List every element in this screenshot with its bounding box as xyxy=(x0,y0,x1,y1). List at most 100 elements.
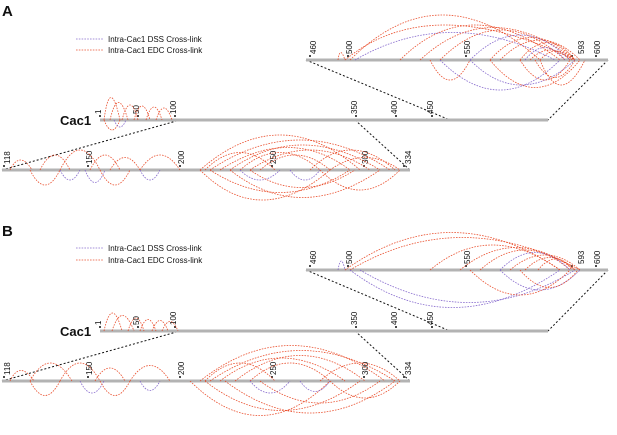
panel-a: A Intra-Cac1 DSS Cross-link Intra-Cac1 E… xyxy=(1,3,609,201)
tick-mark xyxy=(347,265,349,267)
edc-crosslink-arc xyxy=(209,350,396,382)
edc-crosslink-arc xyxy=(534,59,576,78)
edc-crosslink-arc xyxy=(9,159,33,171)
edc-crosslink-arc xyxy=(103,312,123,332)
edc-crosslink-arc xyxy=(239,152,321,171)
tick-mark xyxy=(431,326,433,328)
edc-crosslink-arc xyxy=(234,355,366,382)
tick-mark xyxy=(403,165,405,167)
edc-crosslink-arc xyxy=(539,50,573,61)
edc-crosslink-arc xyxy=(29,362,73,382)
tick-label: 593 xyxy=(577,250,586,264)
dss-crosslink-arc xyxy=(59,169,81,181)
tick-mark xyxy=(363,376,365,378)
edc-crosslink-arc xyxy=(103,97,121,121)
dss-crosslink-arc xyxy=(113,119,127,128)
tick-label: 334 xyxy=(404,150,413,164)
tick-mark xyxy=(355,326,357,328)
tick-label: 350 xyxy=(350,311,359,325)
tick-label: 600 xyxy=(593,40,602,54)
edc-crosslink-arc xyxy=(204,152,276,171)
edc-crosslink-arc xyxy=(229,144,381,171)
edc-crosslink-arc xyxy=(429,244,561,271)
tick-label: 334 xyxy=(404,361,413,375)
edc-crosslink-arc xyxy=(94,367,126,382)
tick-mark xyxy=(99,326,101,328)
tick-label: 400 xyxy=(390,100,399,114)
edc-crosslink-arc xyxy=(204,380,361,411)
crosslink-arcs xyxy=(9,14,586,201)
edc-crosslink-arc xyxy=(537,258,573,271)
edc-crosslink-arc xyxy=(344,24,576,61)
tick-label: 150 xyxy=(85,150,94,164)
edc-crosslink-arc xyxy=(439,29,566,61)
edc-crosslink-arc xyxy=(155,107,173,121)
edc-crosslink-arc xyxy=(524,257,576,271)
edc-crosslink-arc xyxy=(499,39,581,61)
dss-crosslink-arc xyxy=(469,59,576,86)
right-ticks: 460 500 550 593 600 xyxy=(309,40,602,57)
edc-crosslink-arc xyxy=(329,380,401,399)
dss-crosslink-arc xyxy=(354,32,556,61)
tick-label: 350 xyxy=(350,100,359,114)
dss-crosslink-arc xyxy=(299,380,331,392)
edc-crosslink-arc xyxy=(145,106,163,121)
dss-crosslink-arc xyxy=(139,169,161,181)
edc-crosslink-arc xyxy=(349,14,541,61)
tick-label: 300 xyxy=(361,150,370,164)
tick-label: 100 xyxy=(169,311,178,325)
edc-crosslink-arc xyxy=(337,52,346,61)
edc-crosslink-arc xyxy=(419,27,576,61)
edc-crosslink-arc xyxy=(249,362,331,382)
edc-crosslink-arc xyxy=(99,169,131,186)
dss-crosslink-arc xyxy=(359,269,576,303)
tick-mark xyxy=(99,115,101,117)
edc-crosslink-arc xyxy=(121,104,139,121)
main-ticks: 1 50 100 350 400 450 xyxy=(94,100,435,117)
edc-crosslink-arc xyxy=(111,315,135,332)
edc-legend-label: Intra-Cac1 EDC Cross-link xyxy=(108,46,203,55)
tick-label: 250 xyxy=(269,361,278,375)
edc-crosslink-arc xyxy=(509,254,581,271)
edc-crosslink-arc xyxy=(199,345,386,382)
panel-letter: B xyxy=(2,223,13,240)
dss-crosslink-arc xyxy=(499,252,571,271)
tick-label: 1 xyxy=(94,320,103,325)
zoom-guide xyxy=(354,330,411,382)
protein-label: Cac1 xyxy=(60,113,91,128)
tick-label: 118 xyxy=(3,362,12,375)
edc-crosslink-arc xyxy=(219,147,351,171)
tick-mark xyxy=(403,376,405,378)
edc-crosslink-arc xyxy=(109,157,141,171)
tick-mark xyxy=(174,115,176,117)
edc-crosslink-arc xyxy=(99,380,131,396)
edc-crosslink-arc xyxy=(479,249,571,271)
tick-label: 500 xyxy=(345,40,354,54)
dss-crosslink-arc xyxy=(239,169,281,181)
tick-mark xyxy=(137,115,139,117)
edc-crosslink-arc xyxy=(519,269,579,288)
tick-mark xyxy=(309,55,311,57)
edc-crosslink-arc xyxy=(429,59,471,81)
dss-crosslink-arc xyxy=(139,380,161,391)
edc-crosslink-arc xyxy=(519,42,576,61)
edc-crosslink-arc xyxy=(489,59,581,88)
tick-mark xyxy=(309,265,311,267)
tick-label: 50 xyxy=(132,105,141,114)
edc-crosslink-arc xyxy=(349,237,581,271)
edc-crosslink-arc xyxy=(259,154,331,171)
crosslink-arcs xyxy=(9,232,581,416)
tick-label: 300 xyxy=(361,361,370,375)
zoom-guide xyxy=(354,119,411,171)
tick-mark xyxy=(179,165,181,167)
tick-mark xyxy=(347,55,349,57)
dss-crosslink-arc xyxy=(79,380,105,394)
dss-crosslink-arc xyxy=(337,260,346,271)
edc-crosslink-arc xyxy=(161,321,179,332)
legend: Intra-Cac1 DSS Cross-link Intra-Cac1 EDC… xyxy=(76,35,203,55)
tick-label: 150 xyxy=(85,361,94,375)
edc-crosslink-arc xyxy=(199,169,331,201)
dss-crosslink-arc xyxy=(499,269,581,291)
edc-crosslink-arc xyxy=(219,357,346,382)
tick-label: 50 xyxy=(132,316,141,325)
